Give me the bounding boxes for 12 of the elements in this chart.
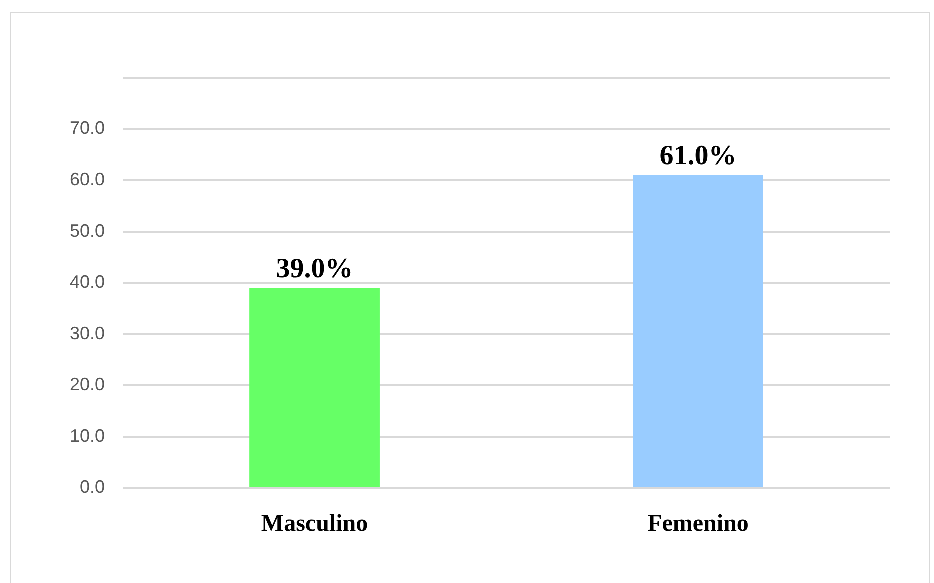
x-tick-label: Masculino [261, 510, 368, 537]
data-label: 39.0% [276, 253, 354, 284]
y-tick-label: 10.0 [70, 426, 106, 446]
x-tick-label: Femenino [648, 510, 749, 537]
y-tick-label: 70.0 [70, 118, 106, 138]
y-tick-label: 50.0 [70, 220, 106, 241]
y-tick-label: 60.0 [70, 170, 106, 190]
y-tick-label: 30.0 [70, 323, 106, 344]
data-label: 61.0% [660, 140, 737, 172]
y-tick-label: 20.0 [70, 374, 106, 395]
y-tick-label: 0.0 [80, 477, 106, 498]
y-tick-label: 40.0 [70, 272, 106, 292]
